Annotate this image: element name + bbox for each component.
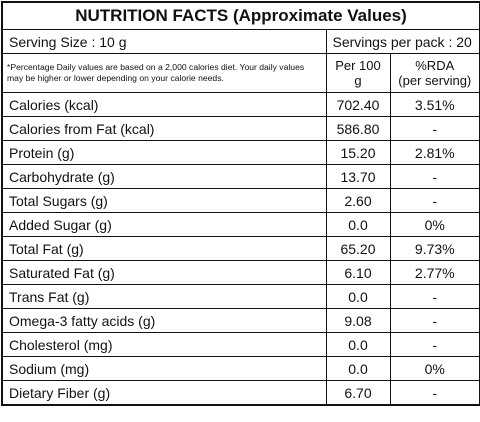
rda-value: - xyxy=(389,188,480,213)
nutrient-row: Carbohydrate (g) 13.70- xyxy=(1,164,480,189)
rda-value: - xyxy=(389,332,480,357)
nutrient-row: Saturated Fat (g) 6.10 2.77% xyxy=(1,260,480,285)
rda-value: 2.77% xyxy=(389,260,480,285)
nutrient-row: Trans Fat (g) 0.0- xyxy=(1,284,480,309)
per-100g-value: 702.40 xyxy=(325,92,391,117)
column-header: Per 100 g xyxy=(325,53,391,93)
nutrient-row: Calories (kcal) 702.40 3.51% xyxy=(1,92,480,117)
per-100g-value: 6.70 xyxy=(325,380,391,406)
per-100g-value: 6.10 xyxy=(325,260,391,285)
per-100g-value: 65.20 xyxy=(325,236,391,261)
rda-value: - xyxy=(389,308,480,333)
per-100g-value: 0.0 xyxy=(325,356,391,381)
servings-per-pack: Servings per pack : 20 xyxy=(325,29,480,54)
nutrient-row: Omega-3 fatty acids (g) 9.08- xyxy=(1,308,480,333)
nutrient-row: Total Sugars (g) 2.60- xyxy=(1,188,480,213)
rda-value: - xyxy=(389,164,480,189)
rda-value: 0% xyxy=(389,212,480,237)
nutrient-label: Total Sugars (g) xyxy=(1,188,327,213)
rda-value: - xyxy=(389,116,480,141)
nutrient-label: Omega-3 fatty acids (g) xyxy=(1,308,327,333)
nutrient-row: Dietary Fiber (g) 6.70- xyxy=(1,380,480,406)
nutrient-label: Dietary Fiber (g) xyxy=(1,380,327,406)
nutrient-row: Sodium (mg) 0.0 0% xyxy=(1,356,480,381)
column-header: %RDA (per serving) xyxy=(389,53,480,93)
nutrient-label: Calories (kcal) xyxy=(1,92,327,117)
footnote: *Percentage Daily values are based on a … xyxy=(1,53,327,93)
nutrition-table: NUTRITION FACTS (Approximate Values) Ser… xyxy=(1,1,480,406)
nutrient-label: Cholesterol (mg) xyxy=(1,332,327,357)
nutrient-row: Protein (g) 15.20 2.81% xyxy=(1,140,480,165)
per-100g-value: 586.80 xyxy=(325,116,391,141)
nutrient-row: Added Sugar (g) 0.0 0% xyxy=(1,212,480,237)
per-100g-value: 13.70 xyxy=(325,164,391,189)
rda-value: 0% xyxy=(389,356,480,381)
nutrient-label: Added Sugar (g) xyxy=(1,212,327,237)
per-100g-value: 15.20 xyxy=(325,140,391,165)
per-100g-value: 2.60 xyxy=(325,188,391,213)
rda-value: - xyxy=(389,380,480,406)
rda-value: 3.51% xyxy=(389,92,480,117)
nutrient-label: Sodium (mg) xyxy=(1,356,327,381)
nutrient-label: Protein (g) xyxy=(1,140,327,165)
nutrient-label: Total Fat (g) xyxy=(1,236,327,261)
per-100g-value: 0.0 xyxy=(325,332,391,357)
rda-value: - xyxy=(389,284,480,309)
nutrient-label: Trans Fat (g) xyxy=(1,284,327,309)
table-title: NUTRITION FACTS (Approximate Values) xyxy=(1,1,480,30)
serving-size: Serving Size : 10 g xyxy=(1,29,327,54)
nutrient-row: Total Fat (g) 65.20 9.73% xyxy=(1,236,480,261)
rda-value: 2.81% xyxy=(389,140,480,165)
rda-value: 9.73% xyxy=(389,236,480,261)
per-100g-value: 9.08 xyxy=(325,308,391,333)
nutrient-row: Cholesterol (mg) 0.0- xyxy=(1,332,480,357)
per-100g-value: 0.0 xyxy=(325,284,391,309)
per-100g-value: 0.0 xyxy=(325,212,391,237)
nutrient-label: Saturated Fat (g) xyxy=(1,260,327,285)
nutrient-label: Calories from Fat (kcal) xyxy=(1,116,327,141)
nutrient-row: Calories from Fat (kcal) 586.80- xyxy=(1,116,480,141)
nutrient-label: Carbohydrate (g) xyxy=(1,164,327,189)
